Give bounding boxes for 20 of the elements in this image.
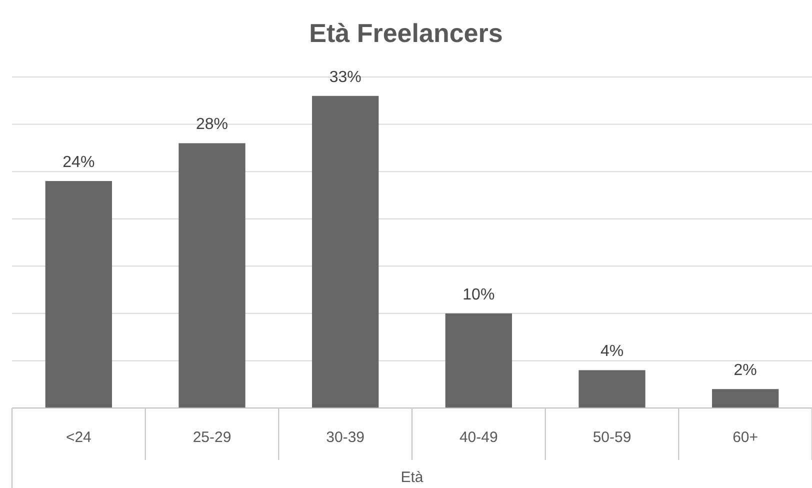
bar [178, 143, 246, 408]
x-tick-label: 40-49 [459, 429, 498, 446]
data-label: 24% [62, 154, 95, 172]
bar [312, 96, 379, 408]
bar [445, 313, 512, 408]
x-tick-label: 50-59 [592, 429, 632, 446]
chart-title: Età Freelancers [309, 18, 503, 48]
data-label: 2% [734, 362, 757, 380]
x-axis-title: Età [400, 469, 424, 486]
data-label: 4% [600, 343, 624, 360]
x-tick-label: <24 [66, 429, 92, 446]
x-tick-label: 60+ [732, 429, 758, 446]
data-label: 10% [462, 286, 495, 304]
x-tick-label: 30-39 [326, 429, 365, 446]
x-tick-label: 25-29 [192, 429, 232, 446]
bar [578, 370, 646, 408]
data-label: 28% [196, 116, 228, 134]
bar [45, 181, 112, 408]
data-label: 33% [329, 68, 362, 86]
bar [712, 389, 779, 408]
